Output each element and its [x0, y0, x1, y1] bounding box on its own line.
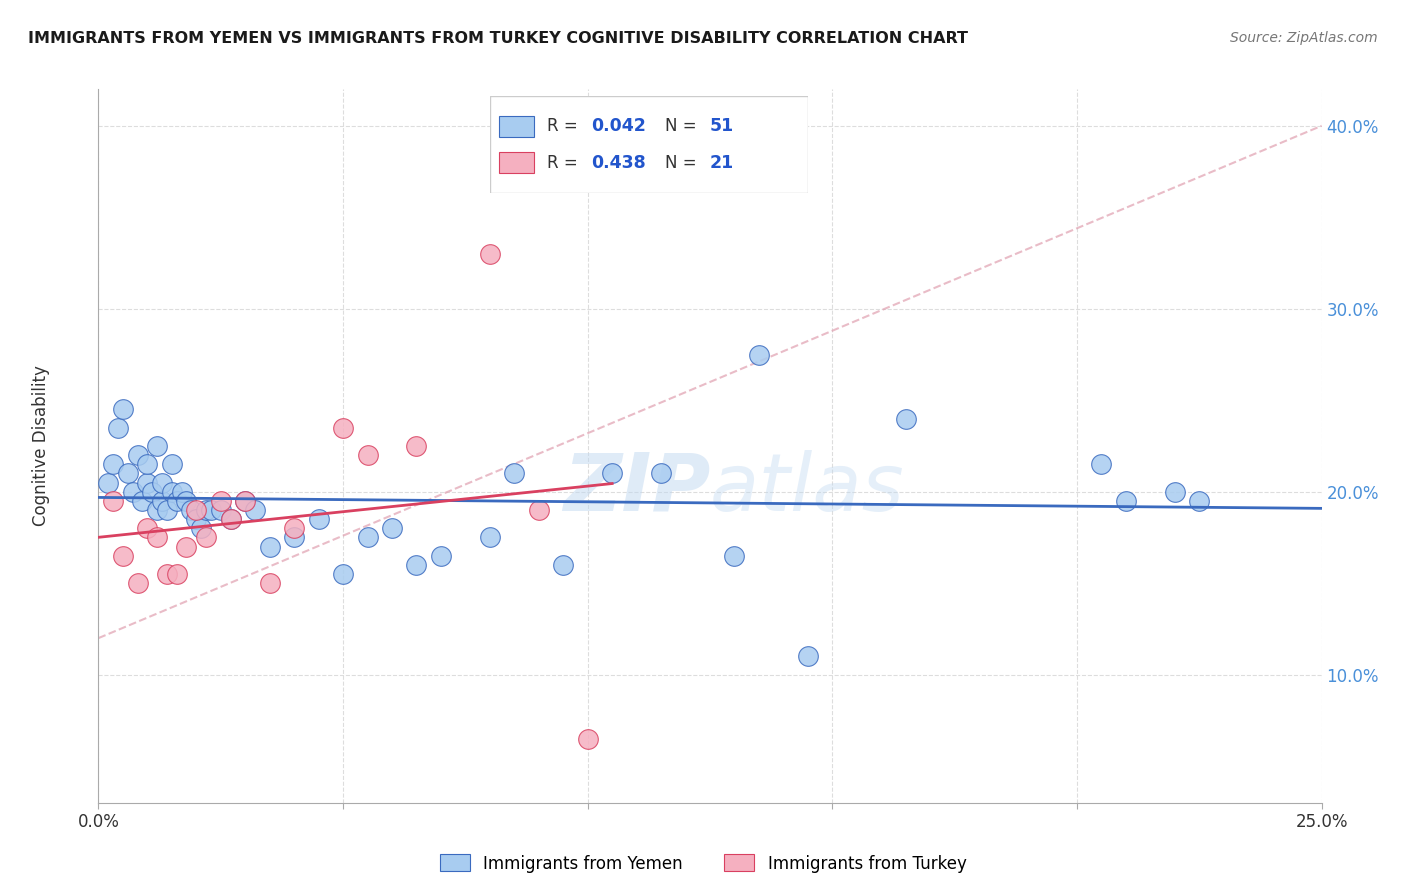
- Point: [121, 484, 143, 499]
- Point: [430, 549, 453, 563]
- Point: [894, 411, 917, 425]
- Point: [332, 420, 354, 434]
- Point: [136, 458, 159, 472]
- Point: [150, 494, 173, 508]
- Point: [101, 458, 124, 472]
- Point: [219, 512, 242, 526]
- Point: [1188, 494, 1211, 508]
- Point: [136, 521, 159, 535]
- Point: [356, 448, 378, 462]
- Point: [166, 494, 188, 508]
- Point: [200, 503, 222, 517]
- Point: [600, 467, 623, 481]
- Point: [283, 521, 305, 535]
- Point: [1115, 494, 1137, 508]
- Point: [478, 531, 501, 545]
- Point: [195, 503, 218, 517]
- Point: [209, 503, 232, 517]
- Point: [107, 420, 129, 434]
- Point: [308, 512, 330, 526]
- Point: [111, 549, 134, 563]
- Point: [748, 347, 770, 361]
- Point: [478, 247, 501, 261]
- Point: [332, 567, 354, 582]
- Point: [381, 521, 404, 535]
- Point: [553, 558, 575, 572]
- Point: [209, 494, 232, 508]
- Point: [156, 503, 179, 517]
- Point: [186, 503, 208, 517]
- Point: [146, 531, 169, 545]
- Point: [160, 458, 183, 472]
- Point: [243, 503, 266, 517]
- Point: [160, 484, 183, 499]
- Legend: Immigrants from Yemen, Immigrants from Turkey: Immigrants from Yemen, Immigrants from T…: [433, 847, 973, 880]
- Point: [150, 475, 173, 490]
- Point: [723, 549, 745, 563]
- Point: [176, 494, 198, 508]
- Point: [259, 576, 281, 591]
- Text: Source: ZipAtlas.com: Source: ZipAtlas.com: [1230, 31, 1378, 45]
- Point: [190, 521, 212, 535]
- Point: [186, 512, 208, 526]
- Point: [101, 494, 124, 508]
- Point: [1090, 458, 1112, 472]
- Point: [576, 731, 599, 746]
- Y-axis label: Cognitive Disability: Cognitive Disability: [32, 366, 49, 526]
- Point: [797, 649, 820, 664]
- Point: [97, 475, 120, 490]
- Text: atlas: atlas: [710, 450, 905, 528]
- Point: [195, 531, 218, 545]
- Point: [527, 503, 550, 517]
- Text: IMMIGRANTS FROM YEMEN VS IMMIGRANTS FROM TURKEY COGNITIVE DISABILITY CORRELATION: IMMIGRANTS FROM YEMEN VS IMMIGRANTS FROM…: [28, 31, 969, 46]
- Point: [117, 467, 139, 481]
- Point: [136, 475, 159, 490]
- Point: [156, 567, 179, 582]
- Point: [180, 503, 202, 517]
- Point: [233, 494, 256, 508]
- Point: [1164, 484, 1187, 499]
- Point: [405, 439, 427, 453]
- Point: [127, 576, 149, 591]
- Point: [259, 540, 281, 554]
- Point: [176, 540, 198, 554]
- Point: [127, 448, 149, 462]
- Point: [650, 467, 672, 481]
- Point: [146, 439, 169, 453]
- Point: [503, 467, 526, 481]
- Point: [170, 484, 193, 499]
- Point: [166, 567, 188, 582]
- Point: [111, 402, 134, 417]
- Point: [131, 494, 153, 508]
- Point: [233, 494, 256, 508]
- Point: [219, 512, 242, 526]
- Point: [405, 558, 427, 572]
- Point: [141, 484, 163, 499]
- Point: [283, 531, 305, 545]
- Point: [356, 531, 378, 545]
- Point: [146, 503, 169, 517]
- Text: ZIP: ZIP: [562, 450, 710, 528]
